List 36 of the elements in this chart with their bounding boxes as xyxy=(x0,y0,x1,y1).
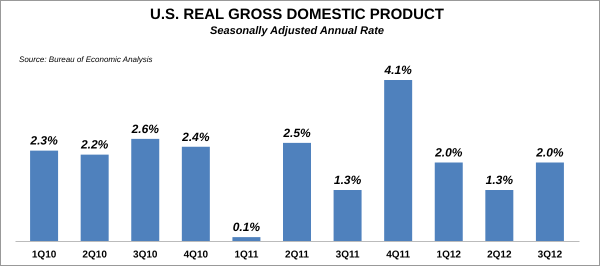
data-label: 2.0% xyxy=(535,145,564,160)
data-label: 2.6% xyxy=(130,122,160,136)
x-tick-label: 1Q11 xyxy=(234,250,259,260)
data-label: 0.1% xyxy=(232,220,260,234)
data-label: 2.0% xyxy=(434,145,463,160)
x-tick-label: 4Q10 xyxy=(184,250,208,260)
bar xyxy=(384,80,412,241)
bar xyxy=(30,150,58,241)
x-tick-label: 3Q12 xyxy=(538,250,563,260)
bar xyxy=(485,190,514,241)
x-tick-label: 4Q11 xyxy=(386,250,411,260)
bar xyxy=(131,138,160,241)
source-note: Source: Bureau of Economic Analysis xyxy=(19,55,153,64)
chart-title: U.S. REAL GROSS DOMESTIC PRODUCT xyxy=(150,6,444,23)
bar xyxy=(434,162,463,241)
x-tick-label: 3Q11 xyxy=(336,250,360,260)
bar xyxy=(283,142,311,241)
bar xyxy=(182,146,210,241)
bar xyxy=(232,237,260,241)
x-tick-label: 3Q10 xyxy=(133,250,158,260)
data-label: 2.3% xyxy=(29,134,58,148)
bar xyxy=(80,154,109,241)
x-tick-label: 2Q11 xyxy=(285,250,310,260)
data-label: 2.4% xyxy=(181,130,210,144)
x-tick-label: 1Q10 xyxy=(32,250,57,260)
x-tick-label: 2Q12 xyxy=(487,250,512,260)
data-label: 4.1% xyxy=(383,63,412,77)
x-tick-label: 2Q10 xyxy=(82,250,108,260)
data-label: 2.2% xyxy=(80,138,109,152)
x-tick-label: 1Q12 xyxy=(436,250,462,260)
bar xyxy=(334,190,362,241)
data-label: 1.3% xyxy=(334,172,362,187)
bar xyxy=(536,162,564,241)
data-label: 1.3% xyxy=(486,172,514,187)
chart-subtitle: Seasonally Adjusted Annual Rate xyxy=(210,25,384,37)
data-label: 2.5% xyxy=(282,126,311,140)
